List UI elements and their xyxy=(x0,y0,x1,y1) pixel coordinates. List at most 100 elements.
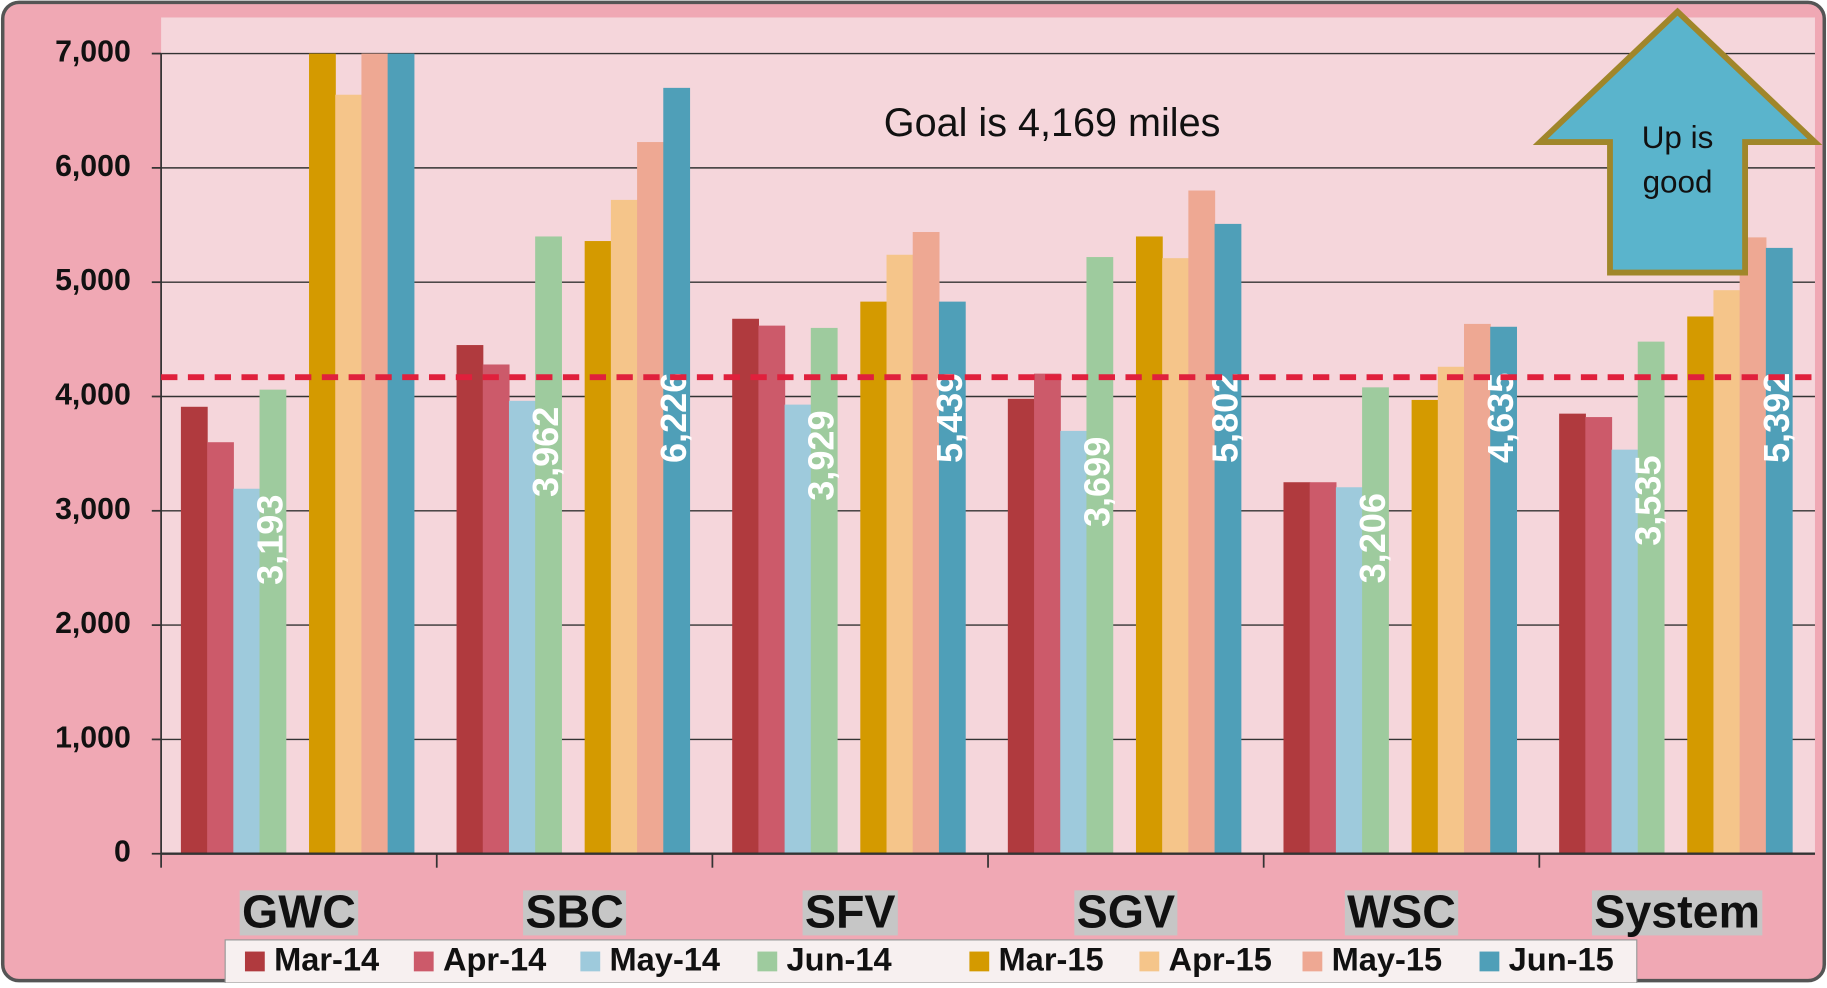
data-label: 6,226 xyxy=(653,373,694,463)
y-tick-label: 7,000 xyxy=(55,36,131,69)
legend-label: Jun-15 xyxy=(1509,941,1614,978)
bar xyxy=(732,318,759,854)
x-tick-label: SGV xyxy=(1077,886,1175,938)
bar xyxy=(233,488,261,854)
bar xyxy=(1034,373,1061,854)
y-tick-label: 0 xyxy=(114,836,131,869)
x-tick-label: WSC xyxy=(1347,886,1456,938)
legend-label: Mar-15 xyxy=(999,941,1104,978)
bar xyxy=(1007,398,1035,854)
annotation: Goal is 4,169 miles xyxy=(884,101,1221,145)
bar xyxy=(1086,257,1114,854)
bar xyxy=(810,327,838,854)
bar xyxy=(456,345,484,854)
bar xyxy=(663,87,691,854)
y-tick-label: 1,000 xyxy=(55,721,131,754)
x-tick-label: SBC xyxy=(525,886,623,938)
legend-label: Jun-14 xyxy=(787,941,892,978)
legend-label: Mar-14 xyxy=(274,941,379,978)
legend-label: Apr-15 xyxy=(1169,941,1272,978)
bar xyxy=(1283,482,1311,854)
x-tick-label: GWC xyxy=(242,886,356,938)
data-label: 3,206 xyxy=(1352,493,1393,583)
bar xyxy=(584,241,612,854)
legend-swatch xyxy=(580,951,601,972)
data-label: 5,802 xyxy=(1204,373,1245,463)
x-tick-label: System xyxy=(1594,886,1760,938)
bar xyxy=(361,53,389,854)
bar xyxy=(1188,190,1216,854)
legend-swatch xyxy=(244,951,265,972)
arrow xyxy=(1532,7,1823,276)
bar xyxy=(508,400,536,854)
legend-swatch xyxy=(1479,951,1500,972)
bar xyxy=(1585,417,1613,854)
bar xyxy=(758,325,786,854)
bar xyxy=(886,254,914,854)
bar xyxy=(1411,399,1439,854)
bar xyxy=(309,53,336,854)
bar xyxy=(1559,413,1586,854)
bar xyxy=(1060,430,1088,854)
y-tick-label: 3,000 xyxy=(55,493,131,526)
x-label-bg xyxy=(1591,890,1763,936)
legend-label: May-14 xyxy=(610,941,721,978)
data-label: 3,193 xyxy=(249,495,290,585)
legend-label: May-15 xyxy=(1332,941,1443,978)
y-tick-label: 5,000 xyxy=(55,264,131,297)
data-label: 4,635 xyxy=(1480,373,1521,463)
legend-label: Apr-14 xyxy=(443,941,546,978)
bar xyxy=(637,142,664,854)
bar xyxy=(1362,387,1389,854)
legend-swatch xyxy=(969,951,990,972)
bar xyxy=(912,232,940,854)
legend-swatch xyxy=(757,951,778,972)
arrow-text: Up is xyxy=(1642,120,1714,155)
x-label-bg xyxy=(802,890,898,936)
bar xyxy=(387,53,415,854)
bar xyxy=(1214,223,1242,854)
y-tick-label: 4,000 xyxy=(55,378,131,411)
bar xyxy=(938,301,966,854)
bar xyxy=(535,236,562,854)
legend-swatch xyxy=(1302,951,1323,972)
bar xyxy=(1713,290,1741,854)
bar xyxy=(1162,258,1189,854)
bar xyxy=(784,404,812,854)
bar xyxy=(1739,237,1767,854)
x-label-bg xyxy=(239,890,359,936)
data-label: 5,439 xyxy=(929,373,970,463)
bar xyxy=(1611,449,1639,854)
data-label: 3,929 xyxy=(801,410,842,500)
legend-swatch xyxy=(413,951,434,972)
data-label: 3,962 xyxy=(525,407,566,497)
bar xyxy=(1464,323,1491,854)
bar xyxy=(1490,326,1518,854)
x-label-bg xyxy=(1074,890,1178,936)
bar xyxy=(259,389,287,854)
bar xyxy=(1437,366,1465,854)
data-label: 5,392 xyxy=(1756,373,1797,463)
x-label-bg xyxy=(523,890,627,936)
legend-swatch xyxy=(1139,951,1160,972)
y-tick-label: 6,000 xyxy=(55,150,131,183)
bar xyxy=(1309,482,1337,854)
data-label: 3,535 xyxy=(1628,455,1669,545)
bar xyxy=(1135,236,1163,854)
bar xyxy=(482,364,510,854)
arrow-text: good xyxy=(1643,164,1713,199)
bar xyxy=(1765,247,1793,854)
bar xyxy=(610,199,638,854)
data-label: 3,699 xyxy=(1076,437,1117,527)
bar xyxy=(860,301,888,854)
bar xyxy=(180,406,208,854)
y-tick-label: 2,000 xyxy=(55,607,131,640)
x-tick-label: SFV xyxy=(805,886,896,938)
x-label-bg xyxy=(1344,890,1459,936)
bar xyxy=(207,442,234,854)
bar xyxy=(335,94,363,854)
bar xyxy=(1335,487,1363,854)
bar xyxy=(1687,316,1715,854)
plot-area xyxy=(161,17,1815,854)
